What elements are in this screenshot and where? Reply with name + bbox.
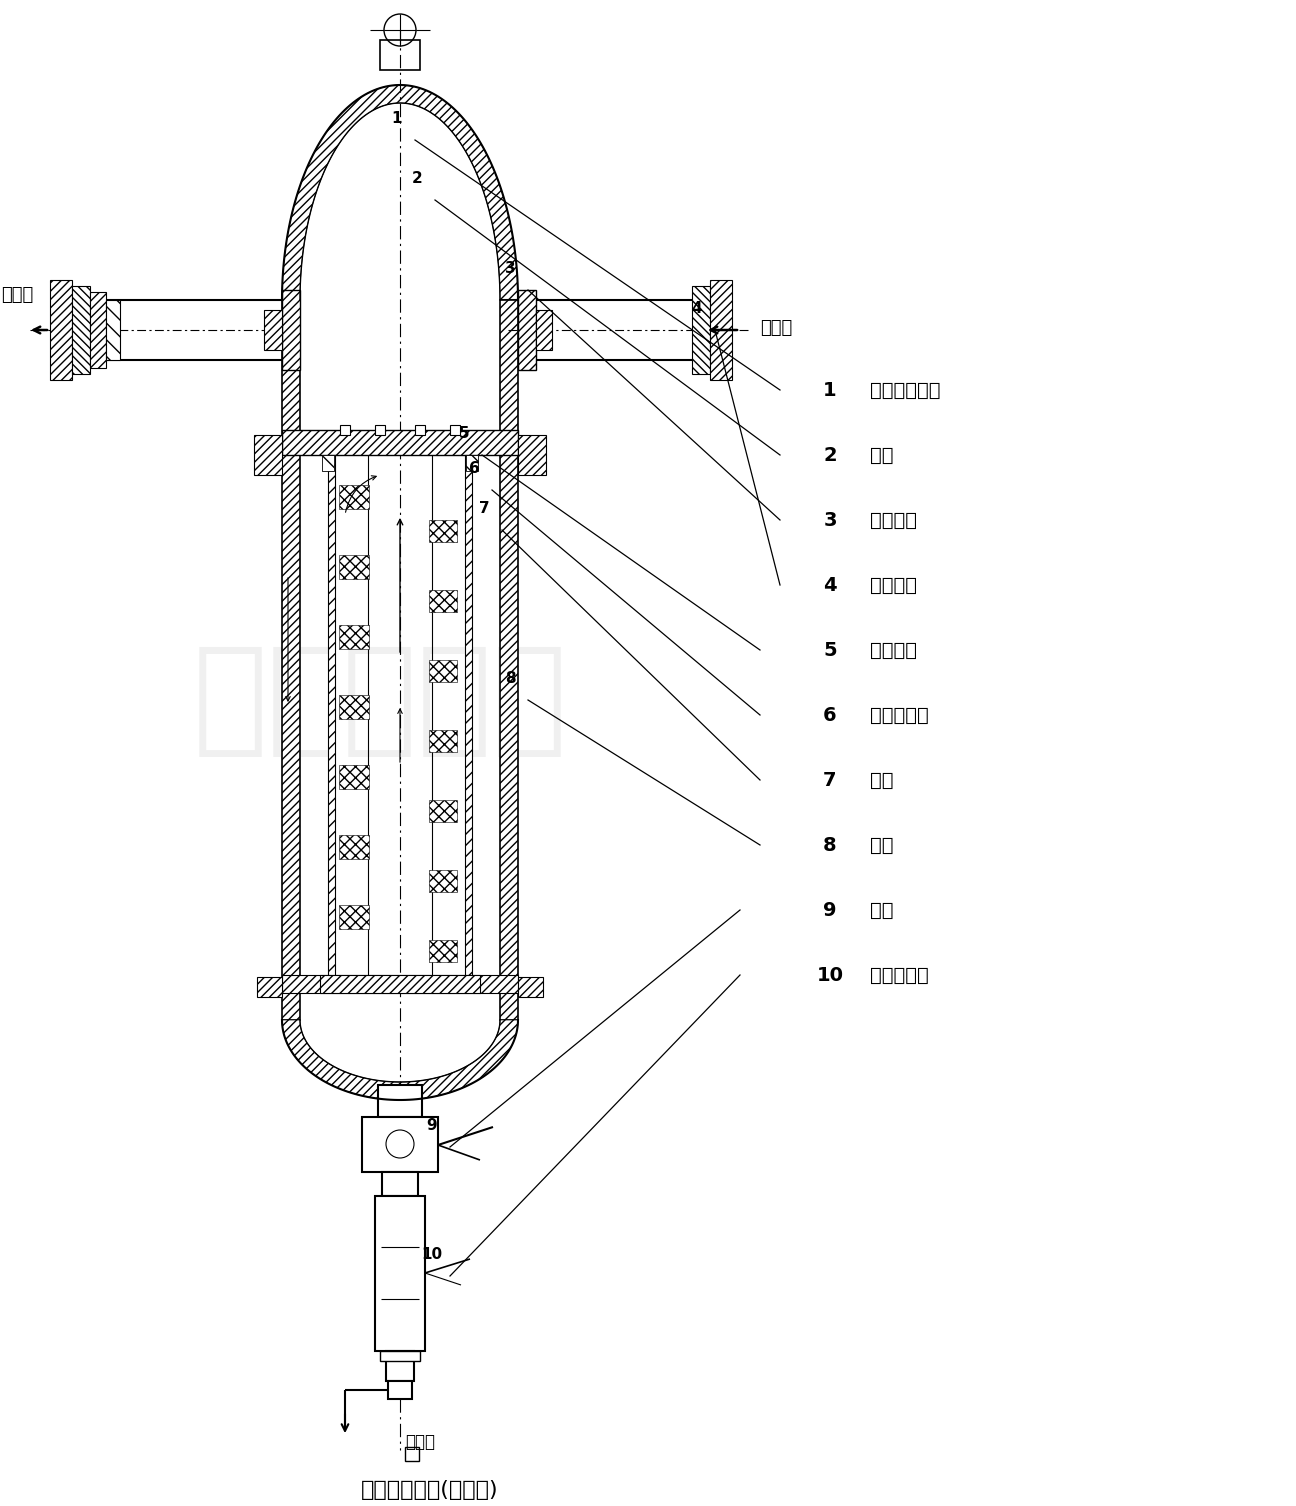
Text: 4: 4 xyxy=(823,575,837,595)
Text: 上海克突实: 上海克突实 xyxy=(193,640,568,761)
Text: 2: 2 xyxy=(412,172,422,187)
Bar xyxy=(375,425,385,435)
Bar xyxy=(283,300,299,1020)
Bar xyxy=(388,1381,412,1399)
Polygon shape xyxy=(283,84,518,300)
Bar xyxy=(382,1172,419,1196)
Text: 5: 5 xyxy=(823,640,837,660)
Bar xyxy=(500,300,518,1020)
Bar xyxy=(465,455,472,980)
Bar xyxy=(429,800,457,822)
Bar xyxy=(340,765,369,789)
Text: 5: 5 xyxy=(459,426,469,441)
Bar xyxy=(429,940,457,962)
Bar xyxy=(254,435,283,474)
Text: 8: 8 xyxy=(504,672,516,687)
Bar xyxy=(429,520,457,542)
Text: 密封垫片: 密封垫片 xyxy=(870,640,918,660)
Text: 7: 7 xyxy=(823,771,837,789)
Bar xyxy=(283,974,518,992)
Bar xyxy=(106,300,121,360)
Polygon shape xyxy=(283,1020,518,1099)
Text: 4: 4 xyxy=(692,301,702,316)
Text: 出气口: 出气口 xyxy=(1,286,34,304)
Bar xyxy=(362,1117,438,1172)
Bar xyxy=(429,730,457,751)
Text: 8: 8 xyxy=(823,836,837,854)
Text: 滤芯: 滤芯 xyxy=(870,771,893,789)
Text: 1: 1 xyxy=(391,111,402,127)
Text: 3: 3 xyxy=(823,511,837,530)
Bar xyxy=(518,977,543,997)
Bar xyxy=(692,286,710,373)
Text: 球阀: 球阀 xyxy=(870,901,893,920)
Bar xyxy=(518,435,546,474)
Bar xyxy=(380,1351,420,1361)
Text: 9: 9 xyxy=(426,1117,437,1133)
Bar xyxy=(340,556,369,578)
Bar xyxy=(375,1196,425,1351)
Bar xyxy=(710,280,732,380)
Text: 3: 3 xyxy=(504,261,516,276)
Bar xyxy=(340,485,369,509)
Bar xyxy=(328,455,334,980)
Bar xyxy=(429,590,457,611)
Bar xyxy=(257,977,283,997)
Text: 1: 1 xyxy=(823,381,837,399)
Text: 过滤器结构图(法兰式): 过滤器结构图(法兰式) xyxy=(362,1480,499,1500)
Bar xyxy=(73,286,89,373)
Text: 进气口: 进气口 xyxy=(759,319,792,337)
Bar xyxy=(340,625,369,649)
Text: 10: 10 xyxy=(816,965,844,985)
Text: 滤芯密封圈: 滤芯密封圈 xyxy=(870,705,929,724)
Bar xyxy=(429,660,457,682)
Bar xyxy=(467,455,478,471)
Bar xyxy=(283,431,518,455)
Bar xyxy=(386,1351,413,1381)
Bar xyxy=(518,291,537,370)
Text: 隔板: 隔板 xyxy=(870,446,893,464)
Bar xyxy=(380,41,420,69)
Text: 配管法兰: 配管法兰 xyxy=(870,575,918,595)
Text: 滤壳分隔腿体: 滤壳分隔腿体 xyxy=(870,381,941,399)
Bar xyxy=(321,455,334,471)
Text: 9: 9 xyxy=(823,901,837,920)
Text: 2: 2 xyxy=(823,446,837,464)
Text: 7: 7 xyxy=(478,501,490,517)
Text: 6: 6 xyxy=(469,461,480,476)
Bar xyxy=(51,280,73,380)
Bar xyxy=(378,1084,422,1117)
Text: 10: 10 xyxy=(421,1247,442,1262)
Bar xyxy=(264,310,283,349)
Bar xyxy=(429,870,457,892)
Bar xyxy=(340,905,369,929)
Bar xyxy=(283,291,299,370)
Bar xyxy=(415,425,425,435)
Text: 排水口: 排水口 xyxy=(404,1434,435,1450)
Bar xyxy=(537,310,552,349)
Bar xyxy=(340,694,369,718)
Bar xyxy=(340,425,350,435)
Bar xyxy=(89,292,106,367)
Text: 自动排水器: 自动排水器 xyxy=(870,965,929,985)
Bar xyxy=(320,974,480,992)
Bar xyxy=(404,1447,419,1461)
Text: 密封垫片: 密封垫片 xyxy=(870,511,918,530)
Text: 滤壳: 滤壳 xyxy=(870,836,893,854)
Bar xyxy=(450,425,460,435)
Text: 6: 6 xyxy=(823,705,837,724)
Bar xyxy=(340,834,369,858)
